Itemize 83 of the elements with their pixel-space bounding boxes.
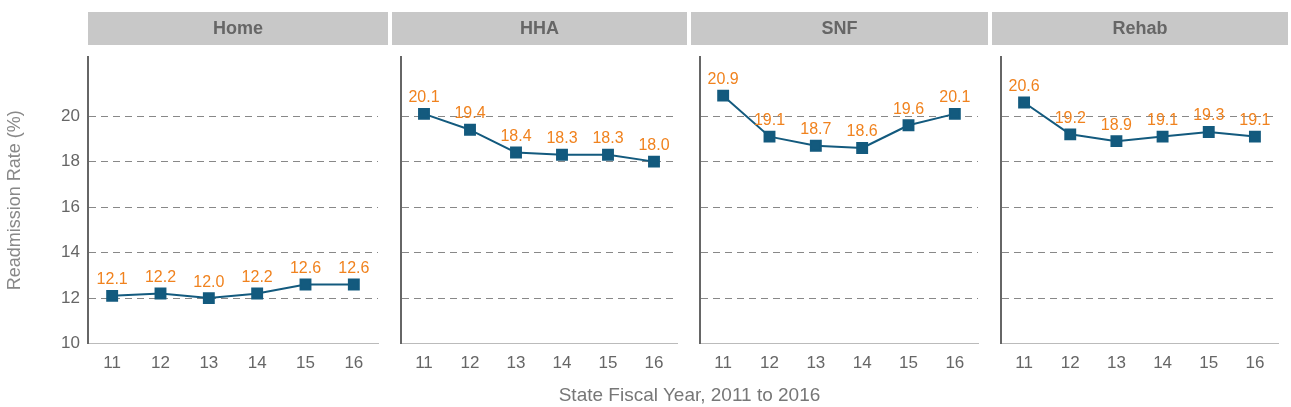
data-label: 12.1 — [96, 270, 128, 288]
x-tick-label: 13 — [1106, 353, 1126, 373]
data-label: 12.2 — [241, 267, 273, 285]
x-tick-label: 13 — [806, 353, 826, 373]
x-tick-label: 12 — [1060, 353, 1080, 373]
point — [1156, 130, 1169, 143]
data-label: 20.6 — [1008, 76, 1040, 94]
point — [202, 292, 215, 305]
chart-title: Home — [88, 12, 388, 45]
point — [809, 139, 822, 152]
data-label: 19.4 — [454, 104, 486, 122]
data-label: 18.3 — [546, 129, 578, 147]
data-label: 19.6 — [892, 99, 925, 117]
point — [1248, 130, 1261, 143]
data-label: 18.9 — [1100, 115, 1133, 133]
point — [418, 107, 430, 120]
x-tick-label: 11 — [1015, 353, 1033, 373]
point — [648, 155, 660, 168]
point — [902, 119, 915, 132]
y-tick-label: 16 — [61, 196, 80, 216]
y-axis-title: Readmission Rate (%) — [3, 110, 24, 291]
text: State Fiscal Year, 2011 to 2016 — [558, 384, 821, 405]
chart-title: HHA — [392, 12, 687, 45]
x-tick-label: 14 — [1153, 353, 1173, 373]
point — [251, 287, 264, 300]
x-tick-label: 13 — [506, 353, 526, 373]
y-tick-label: 14 — [61, 242, 80, 262]
point — [717, 89, 730, 102]
x-tick-label: 12 — [460, 353, 480, 373]
point — [602, 148, 614, 161]
point — [856, 142, 869, 154]
point — [1110, 135, 1123, 148]
data-label: 19.1 — [753, 111, 786, 129]
x-tick-label: 14 — [852, 353, 872, 373]
x-tick-label: 16 — [644, 353, 664, 373]
x-tick-label: 11 — [714, 353, 732, 373]
x-tick-label: 16 — [344, 353, 364, 373]
x-tick-label: 12 — [760, 353, 779, 373]
data-label: 18.3 — [592, 129, 624, 147]
data-label: 12.2 — [144, 267, 177, 285]
point — [948, 107, 961, 120]
point — [106, 289, 119, 302]
x-tick-label: 15 — [296, 353, 315, 373]
point — [464, 123, 476, 136]
data-label: 20.9 — [707, 70, 739, 88]
data-label: 20.1 — [939, 88, 971, 106]
y-tick-label: 12 — [61, 287, 80, 307]
point — [1064, 128, 1077, 141]
x-tick-label: 15 — [1199, 353, 1219, 373]
point — [510, 146, 522, 159]
x-tick-label: 14 — [552, 353, 572, 373]
data-label: 18.6 — [846, 122, 878, 140]
data-label: 18.7 — [800, 120, 832, 138]
point — [1202, 126, 1215, 139]
data-label: 19.2 — [1054, 108, 1086, 126]
point — [1018, 96, 1031, 109]
x-tick-label: 16 — [1245, 353, 1265, 373]
data-label: 20.1 — [408, 88, 440, 106]
point — [154, 287, 167, 300]
data-label: 18.0 — [638, 136, 670, 154]
x-tick-label: 11 — [103, 353, 121, 373]
y-tick-label: 18 — [61, 151, 80, 171]
x-tick-label: 16 — [945, 353, 965, 373]
data-label: 12.0 — [193, 272, 225, 290]
data-label: 12.6 — [289, 258, 322, 276]
x-tick-label: 12 — [151, 353, 170, 373]
point — [763, 130, 776, 143]
x-tick-label: 15 — [598, 353, 618, 373]
point — [556, 148, 568, 161]
x-tick-label: 11 — [415, 353, 433, 373]
x-tick-label: 13 — [199, 353, 219, 373]
point — [347, 278, 360, 291]
x-tick-label: 14 — [247, 353, 267, 373]
data-label: 19.1 — [1239, 111, 1271, 129]
x-tick-label: 15 — [899, 353, 918, 373]
y-tick-label: 10 — [61, 333, 80, 353]
data-label: 18.4 — [500, 126, 532, 144]
data-label: 19.1 — [1147, 111, 1179, 129]
y-tick-label: 20 — [61, 105, 80, 125]
data-label: 12.6 — [338, 258, 370, 276]
chart-title: SNF — [691, 12, 988, 45]
data-label: 19.3 — [1193, 106, 1225, 124]
chart-title: Rehab — [992, 12, 1288, 45]
